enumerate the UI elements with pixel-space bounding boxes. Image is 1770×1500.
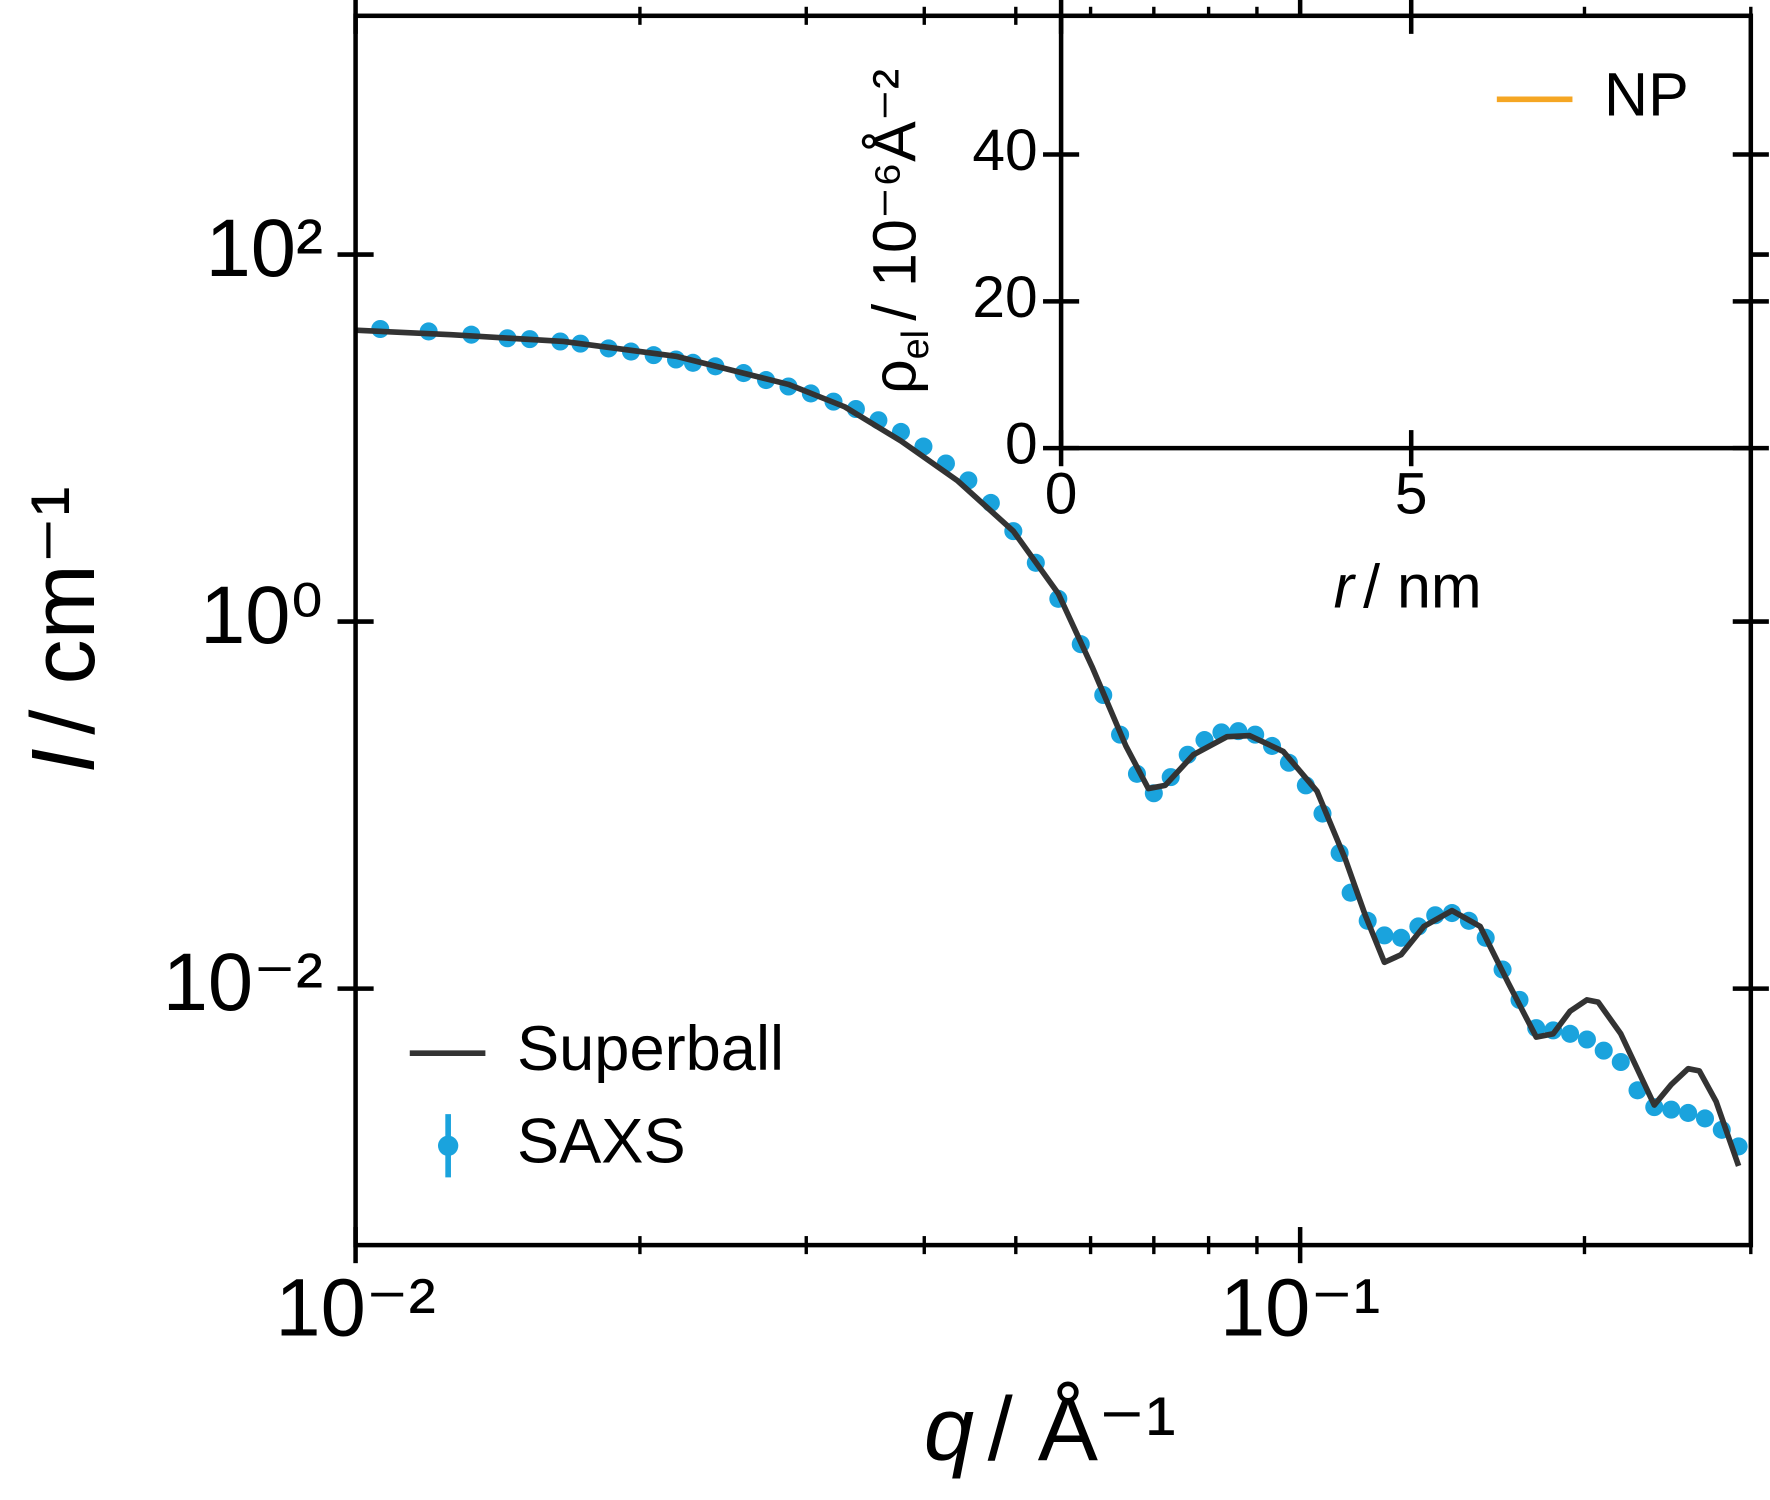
inset-background <box>1061 15 1751 449</box>
axis-symbol: ρ <box>861 359 929 394</box>
plot-area <box>355 319 1748 1167</box>
axis-subscript: el <box>895 330 937 359</box>
legend-label: SAXS <box>517 1106 686 1176</box>
y-tick-label: 0 <box>1005 412 1038 477</box>
legend-label: NP <box>1604 60 1689 128</box>
axis-symbol: r <box>1334 553 1357 621</box>
data-point <box>1679 1103 1698 1122</box>
x-tick-label: 10⁻² <box>275 1263 435 1354</box>
data-point <box>1594 1041 1613 1060</box>
y-tick-label: 10⁻² <box>163 937 323 1028</box>
axis-unit: / cm⁻¹ <box>13 486 114 734</box>
data-point <box>1392 928 1411 947</box>
data-point <box>1611 1052 1630 1072</box>
x-axis-label: q / Å⁻¹ <box>924 1379 1176 1480</box>
legend-marker <box>437 1135 459 1156</box>
x-axis-label: r / nm <box>1334 553 1482 621</box>
data-line <box>355 327 1742 1167</box>
legend-label: Superball <box>517 1014 784 1084</box>
y-tick-label: 10⁰ <box>200 570 323 661</box>
data-point <box>1695 1109 1715 1128</box>
data-point <box>1628 1081 1647 1100</box>
axis-unit: / Å⁻¹ <box>988 1379 1176 1480</box>
y-axis-label: ρel / 10⁻⁶Å⁻² <box>861 69 937 394</box>
x-tick-label: 0 <box>1045 462 1078 527</box>
y-tick-label: 10² <box>206 203 323 294</box>
data-point <box>1375 926 1394 945</box>
axis-unit: / nm <box>1363 553 1482 621</box>
axis-symbol: q <box>924 1379 974 1480</box>
axis-unit: / 10⁻⁶Å⁻² <box>861 69 929 321</box>
y-tick-label: 20 <box>972 265 1037 330</box>
data-point <box>1662 1100 1681 1119</box>
plot-frame <box>353 13 1754 1248</box>
axis-symbol: I <box>13 748 114 773</box>
y-axis-label: I / cm⁻¹ <box>13 486 114 773</box>
y-tick-label: 40 <box>972 118 1037 183</box>
data-point <box>1561 1024 1580 1043</box>
x-tick-label: 5 <box>1395 462 1428 527</box>
data-point <box>1577 1030 1596 1049</box>
x-tick-label: 10⁻¹ <box>1220 1263 1380 1354</box>
